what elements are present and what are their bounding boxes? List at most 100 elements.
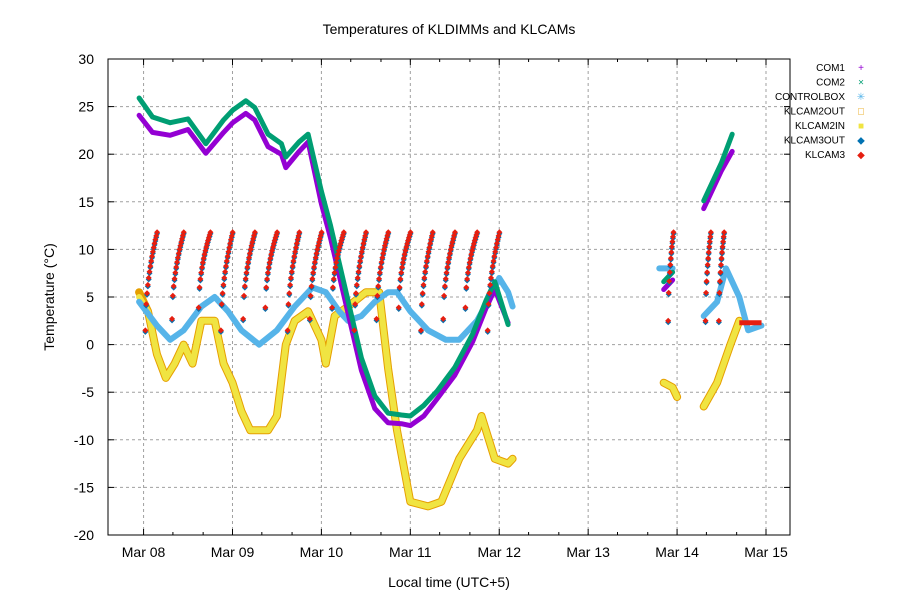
y-tick-label: 0 — [86, 337, 94, 353]
marker-klcam3 — [376, 275, 383, 282]
marker-klcam3 — [668, 249, 675, 256]
marker-klcam3 — [378, 259, 385, 266]
marker-klcam3 — [715, 317, 722, 324]
marker-klcam3 — [174, 259, 181, 266]
marker-klcam3 — [262, 304, 269, 311]
marker-klcam3 — [703, 289, 710, 296]
marker-klcam3 — [225, 248, 232, 255]
marker-klcam3 — [195, 304, 202, 311]
marker-klcam3 — [306, 315, 313, 322]
marker-klcam3 — [310, 269, 317, 276]
x-tick-label: Mar 15 — [744, 544, 788, 560]
marker-klcam3 — [291, 253, 298, 260]
marker-klcam3 — [489, 263, 496, 270]
marker-klcam3 — [464, 276, 471, 283]
marker-klcam3 — [226, 244, 233, 251]
marker-klcam3 — [396, 284, 403, 291]
marker-klcam3 — [670, 229, 677, 236]
marker-klcam3 — [218, 301, 225, 308]
marker-klcam3 — [419, 290, 426, 297]
legend-label: KLCAM2IN — [795, 121, 845, 132]
legend-label: KLCAM3OUT — [784, 136, 845, 147]
marker-klcam3 — [331, 269, 338, 276]
marker-klcam3 — [307, 292, 314, 299]
marker-klcam3 — [373, 315, 380, 322]
series-line-klcam2in — [700, 317, 743, 410]
marker-klcam3 — [363, 229, 370, 236]
marker-klcam3 — [197, 276, 204, 283]
marker-klcam3 — [351, 327, 358, 334]
marker-klcam3 — [355, 268, 362, 275]
x-tick-label: Mar 12 — [477, 544, 521, 560]
marker-klcam3 — [467, 255, 474, 262]
marker-klcam3 — [359, 244, 366, 251]
marker-klcam3 — [318, 229, 325, 236]
marker-klcam3 — [219, 290, 226, 297]
marker-klcam3 — [229, 229, 236, 236]
marker-klcam3 — [311, 259, 318, 266]
marker-klcam3 — [173, 264, 180, 271]
marker-klcam3 — [421, 274, 428, 281]
marker-klcam3 — [200, 255, 207, 262]
marker-klcam3 — [420, 281, 427, 288]
marker-klcam3 — [352, 290, 359, 297]
legend: COM1 + COM2 × CONTROLBOX ✳ KLCAM2OUT □ KLCAM2IN ■… — [775, 63, 865, 161]
marker-klcam3 — [704, 269, 711, 276]
marker-klcam3 — [493, 240, 500, 247]
marker-klcam3 — [251, 229, 258, 236]
marker-klcam3 — [143, 301, 150, 308]
marker-klcam3 — [716, 289, 723, 296]
legend-label: KLCAM2OUT — [784, 107, 845, 118]
marker-klcam3 — [706, 238, 713, 245]
marker-klcam3 — [309, 275, 316, 282]
y-tick-label: -10 — [74, 432, 94, 448]
marker-klcam3 — [267, 255, 274, 262]
y-axis-label: Temperature (°C) — [41, 243, 57, 351]
legend-label: COM1 — [816, 63, 845, 74]
series-klcam2in — [136, 289, 743, 510]
marker-klcam3 — [440, 315, 447, 322]
marker-klcam3 — [377, 264, 384, 271]
marker-klcam3 — [169, 315, 176, 322]
marker-klcam3 — [399, 264, 406, 271]
marker-klcam3 — [702, 317, 709, 324]
marker-klcam3 — [720, 233, 727, 240]
marker-klcam3 — [446, 254, 453, 261]
y-tick-label: -5 — [82, 384, 95, 400]
marker-klcam3 — [288, 268, 295, 275]
marker-klcam3 — [292, 244, 299, 251]
marker-klcam3 — [223, 257, 230, 264]
marker-klcam3 — [199, 264, 206, 271]
marker-klcam3 — [151, 240, 158, 247]
y-tick-label: -15 — [74, 479, 94, 495]
y-tick-label: 10 — [78, 241, 94, 257]
marker-klcam3 — [487, 281, 494, 288]
marker-klcam3 — [265, 264, 272, 271]
marker-klcam3 — [285, 301, 292, 308]
marker-klcam3 — [490, 257, 497, 264]
series-line-controlbox — [136, 275, 516, 348]
marker-klcam3 — [227, 240, 234, 247]
legend-label: COM2 — [816, 78, 845, 89]
marker-klcam3 — [358, 248, 365, 255]
marker-klcam3 — [149, 248, 156, 255]
marker-klcam3 — [263, 284, 270, 291]
marker-klcam3 — [719, 249, 726, 256]
y-tick-label: 30 — [78, 51, 94, 67]
marker-klcam3 — [667, 261, 674, 268]
marker-klcam3 — [422, 268, 429, 275]
marker-klcam3 — [148, 257, 155, 264]
marker-klcam3 — [445, 259, 452, 266]
marker-klcam3 — [329, 284, 336, 291]
legend-marker-klcam3: ◆ — [857, 150, 865, 161]
x-tick-label: Mar 13 — [566, 544, 610, 560]
marker-klcam3 — [287, 281, 294, 288]
marker-klcam3 — [224, 253, 231, 260]
marker-klcam3 — [340, 229, 347, 236]
marker-klcam3 — [374, 292, 381, 299]
marker-klcam3 — [244, 264, 251, 271]
marker-klcam3 — [353, 281, 360, 288]
marker-klcam3 — [352, 301, 359, 308]
